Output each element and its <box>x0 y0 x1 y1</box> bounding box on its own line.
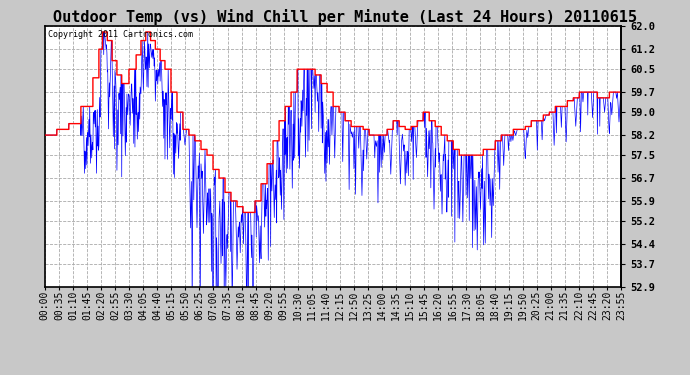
Text: Outdoor Temp (vs) Wind Chill per Minute (Last 24 Hours) 20110615: Outdoor Temp (vs) Wind Chill per Minute … <box>53 9 637 26</box>
Text: Copyright 2011 Cartronics.com: Copyright 2011 Cartronics.com <box>48 30 193 39</box>
